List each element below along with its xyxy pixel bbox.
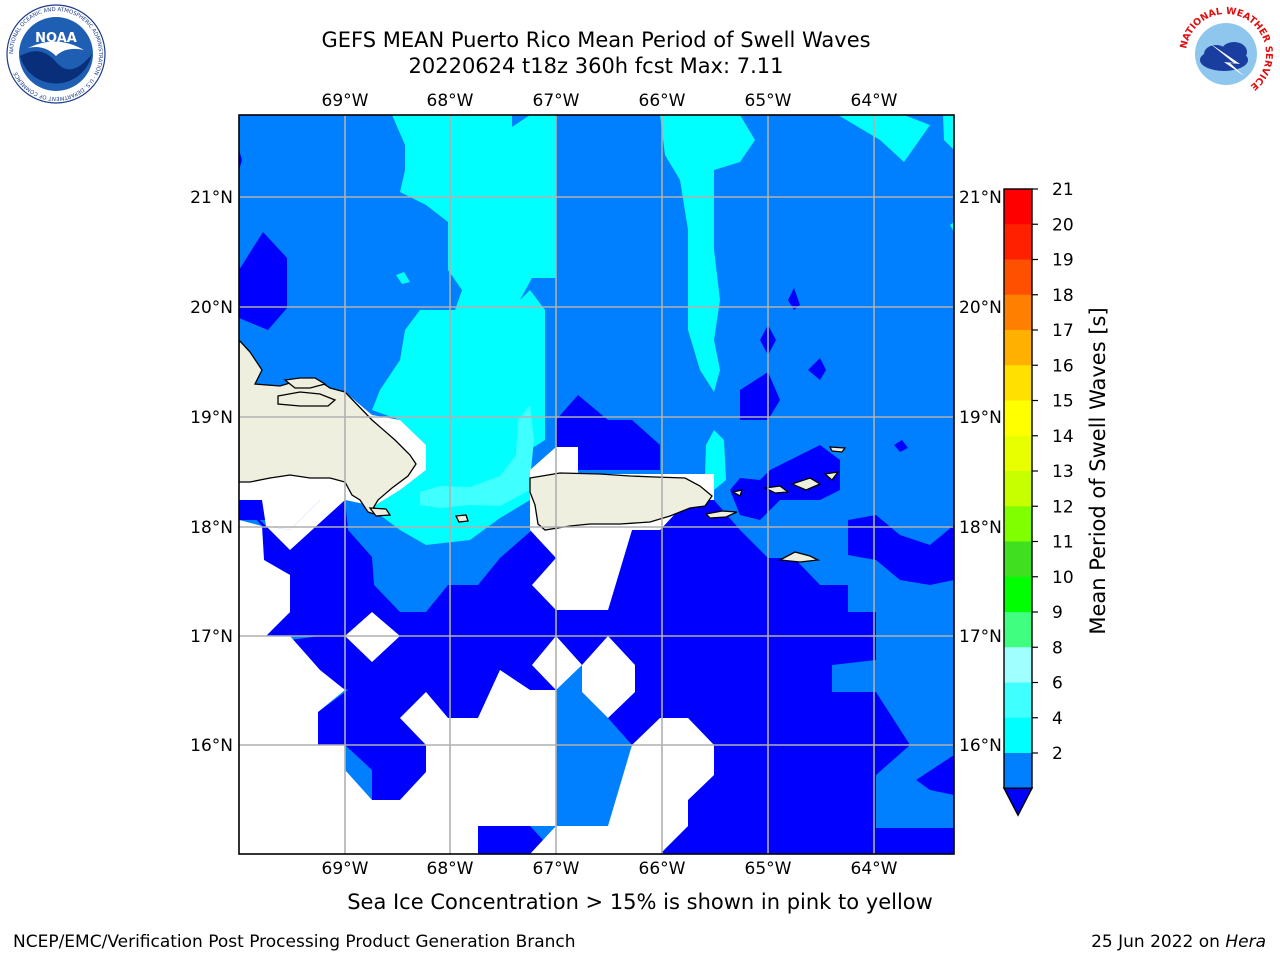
lon-label-top: 68°W [427,91,474,111]
colorbar-tick-label: 12 [1052,497,1074,517]
chart-title: GEFS MEAN Puerto Rico Mean Period of Swe… [321,28,871,52]
lat-label-left: 21°N [190,188,233,208]
swell-4-6-regions [372,115,954,545]
tortola-land [790,477,822,491]
colorbar-band [1004,647,1032,683]
footer-date-text: 25 Jun 2022 on [1091,932,1226,952]
st-thomas-land [762,485,790,494]
sea-ice-note-text: Sea Ice Concentration > 15% is shown in … [347,890,933,914]
colorbar-tick-label: 6 [1052,674,1063,694]
footer-date: 25 Jun 2022 on Hera [1091,932,1266,952]
north-coast-islet [283,377,327,389]
colorbar-tick-label: 11 [1052,533,1074,553]
nws-logo: NATIONAL WEATHER SERVICE [1178,6,1274,101]
vieques-land [704,510,738,519]
lat-label-left: 19°N [190,408,233,428]
lon-label-bottom: 67°W [533,859,580,879]
colorbar-tick-label: 8 [1052,638,1063,658]
land-masses [239,339,847,563]
colorbar-band [1004,365,1032,401]
lon-label-top: 65°W [745,91,792,111]
lon-label-top: 67°W [533,91,580,111]
lat-label-right: 21°N [959,188,1002,208]
colorbar-tick-label: 20 [1052,215,1074,235]
colorbar-band [1004,682,1032,719]
colorbar-band [1004,400,1032,437]
lon-label-top: 66°W [639,91,686,111]
colorbar-tick-label: 4 [1052,709,1063,729]
colorbar-band [1004,435,1032,472]
lon-label-top: 64°W [851,91,898,111]
lat-label-left: 20°N [190,298,233,318]
lat-label-right: 19°N [959,408,1002,428]
lat-label-right: 17°N [959,627,1002,647]
lon-label-bottom: 64°W [851,859,898,879]
colorbar-title: Mean Period of Swell Waves [s] [1086,307,1110,634]
noaa-logo: NATIONAL OCEANIC AND ATMOSPHERIC ADMINIS… [6,4,106,104]
lon-labels-bottom: 69°W 68°W 67°W 66°W 65°W 64°W [322,859,898,879]
lat-labels-right: 21°N 20°N 19°N 18°N 17°N 16°N [959,188,1002,756]
colorbar-band [1004,612,1032,648]
lon-labels-top: 69°W 68°W 67°W 66°W 65°W 64°W [322,91,898,111]
colorbar-extend-arrow [1002,787,1034,817]
lat-labels-left: 21°N 20°N 19°N 18°N 17°N 16°N [190,188,233,756]
colorbar-band [1004,753,1032,789]
colorbar-band [1004,189,1032,225]
colorbar-band [1004,330,1032,366]
virgin-gorda-land [823,471,840,481]
lon-label-bottom: 66°W [639,859,686,879]
colorbar-tick-label: 9 [1052,603,1063,623]
colorbar-tick-label: 21 [1052,180,1074,200]
culebra-land [731,489,743,497]
noaa-logo-text: NOAA [35,31,77,46]
colorbar-band [1004,294,1032,331]
mona-land [454,514,469,523]
saona-land [368,507,392,517]
colorbar-band [1004,259,1032,296]
lon-label-top: 69°W [322,91,369,111]
chart-subtitle: 20220624 t18z 360h fcst Max: 7.11 [408,54,784,78]
lat-label-right: 20°N [959,298,1002,318]
colorbar-band [1004,471,1032,507]
colorbar-band [1004,506,1032,542]
colorbar-tick-label: 10 [1052,568,1074,588]
footer-branch: NCEP/EMC/Verification Post Processing Pr… [13,932,576,952]
lat-label-left: 16°N [190,736,233,756]
lon-label-bottom: 69°W [322,859,369,879]
colorbar-tick-label: 13 [1052,462,1074,482]
lat-label-left: 17°N [190,627,233,647]
colorbar-frame [1003,188,1033,789]
colorbar-band [1004,717,1032,754]
colorbar-tick-label: 15 [1052,392,1074,412]
sea-ice-note: Sea Ice Concentration > 15% is shown in … [0,890,1280,914]
colorbar-tick-label: 17 [1052,321,1074,341]
colorbar-tick-label: 2 [1052,744,1063,764]
lon-label-bottom: 65°W [745,859,792,879]
lon-label-bottom: 68°W [427,859,474,879]
swell-6-8-regions [420,405,534,508]
map-plot-area [239,115,954,854]
colorbar-band [1004,576,1032,613]
footer-machine: Hera [1225,932,1266,952]
puerto-rico-land [529,472,713,531]
lat-label-right: 16°N [959,736,1002,756]
st-croix-land [777,551,821,563]
colorbar-band [1004,224,1032,260]
graticule [239,115,954,854]
lat-label-right: 18°N [959,518,1002,538]
colorbar-tick-label: 14 [1052,427,1074,447]
tortuga-land [277,391,337,407]
colorbar-tick-label: 18 [1052,286,1074,306]
colorbar-tick-label: 19 [1052,251,1074,271]
lat-label-left: 18°N [190,518,233,538]
anegada-land [828,446,847,453]
colorbar: 21 20 19 18 17 16 15 14 13 12 11 10 9 8 6 4 2 [1002,180,1074,817]
colorbar-band [1004,541,1032,578]
plot-frame [238,114,955,855]
colorbar-tick-label: 16 [1052,356,1074,376]
